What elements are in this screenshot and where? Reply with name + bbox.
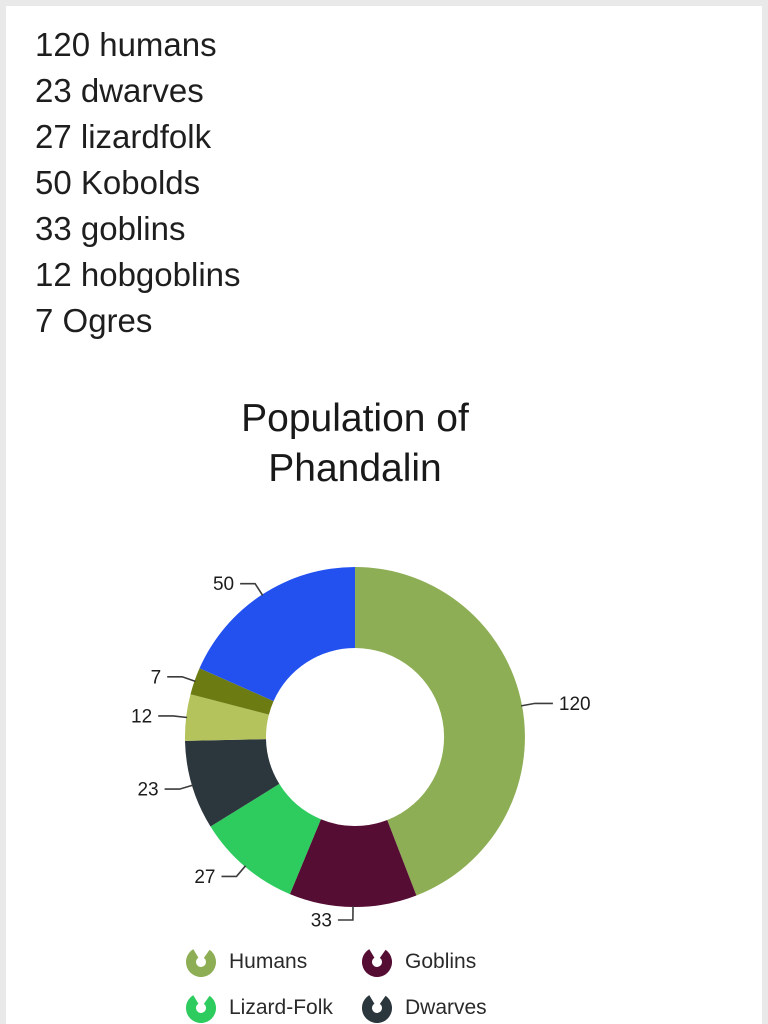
slice-humans [355,567,525,896]
slice-value-label: 50 [213,574,234,595]
label-leader-line [337,905,354,921]
slice-goblins [289,819,417,908]
slice-kobolds [199,567,355,702]
slice-value-label: 23 [137,780,158,801]
chart-title-line: Phandalin [268,447,442,490]
legend-label: Goblins [405,950,477,973]
legend-item-humans: Humans [185,946,361,978]
note-line: 23 dwarves [35,72,204,109]
note-line: 120 humans [35,26,217,63]
note-line: 12 hobgoblins [35,256,241,293]
label-leader-line [167,676,196,683]
population-notes-list: 120 humans 23 dwarves 27 lizardfolk 50 K… [35,22,241,344]
label-leader-line [158,715,188,719]
note-line: 50 Kobolds [35,164,201,201]
note-line: 33 goblins [35,210,186,247]
chart-legend: HumansGoblinsLizard-FolkDwarvesHobgoblin… [185,946,537,1024]
slice-ogres [190,668,274,715]
label-leader-line [164,784,194,790]
donut-slice-icon [362,993,392,1023]
donut-slice-icon [186,993,216,1023]
chart-title-line: Population of [241,397,469,440]
donut-slice-icon [362,947,392,977]
donut-chart: 120 33 27 23 12 7 50 [131,567,591,932]
label-leader-line [221,865,247,878]
legend-label: Dwarves [405,996,487,1019]
slice-lizard-folk [210,783,321,895]
legend-label: Lizard-Folk [229,996,333,1019]
donut-slice-icon [186,947,216,977]
slice-value-label: 33 [311,911,332,932]
slice-value-label: 7 [151,667,162,688]
legend-item-lizard-folk: Lizard-Folk [185,992,361,1024]
label-leader-line [520,702,553,707]
note-line: 27 lizardfolk [35,118,212,155]
slice-value-label: 12 [131,706,152,727]
slice-value-label: 120 [559,694,591,715]
label-leader-line [240,582,264,596]
document-page: 120 humans 23 dwarves 27 lizardfolk 50 K… [6,6,762,1024]
legend-label: Humans [229,950,308,973]
legend-item-dwarves: Dwarves [361,992,537,1024]
note-line: 7 Ogres [35,302,153,339]
chart-title: Population of Phandalin [6,394,704,494]
slice-value-label: 27 [194,867,215,888]
slice-dwarves [185,739,280,827]
legend-item-goblins: Goblins [361,946,537,978]
slice-hobgoblins [184,694,269,741]
